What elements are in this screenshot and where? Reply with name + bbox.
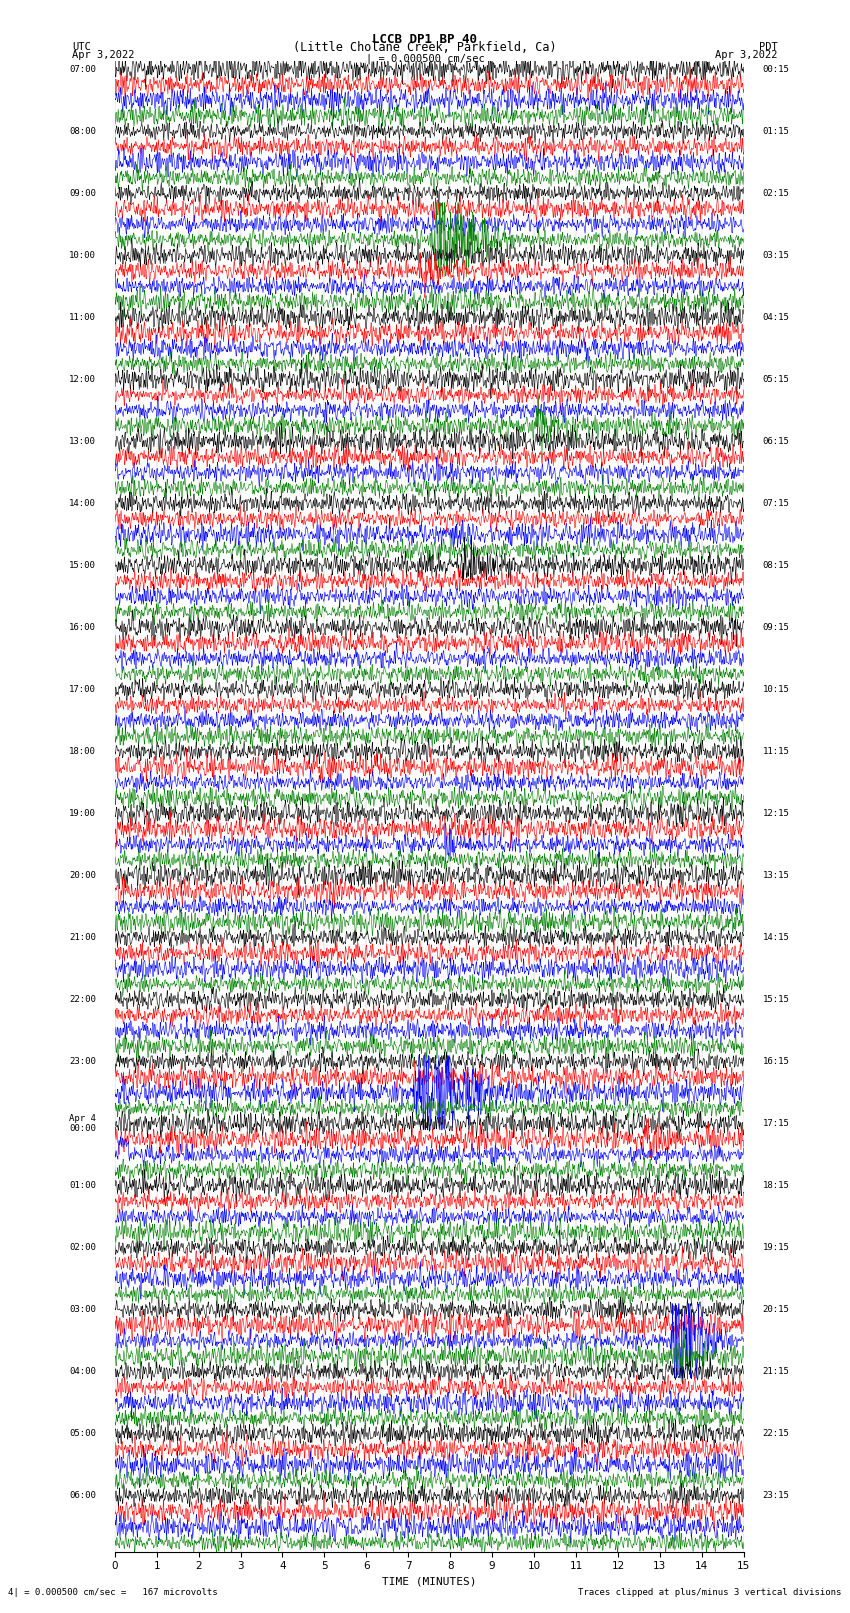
Text: | = 0.000500 cm/sec: | = 0.000500 cm/sec <box>366 53 484 65</box>
Text: 04:15: 04:15 <box>762 313 790 321</box>
Text: 13:00: 13:00 <box>69 437 96 445</box>
Text: 08:15: 08:15 <box>762 561 790 569</box>
Text: 16:00: 16:00 <box>69 623 96 632</box>
Text: 05:15: 05:15 <box>762 374 790 384</box>
Text: 11:00: 11:00 <box>69 313 96 321</box>
Text: 02:00: 02:00 <box>69 1244 96 1252</box>
Text: 05:00: 05:00 <box>69 1429 96 1439</box>
Text: 06:00: 06:00 <box>69 1492 96 1500</box>
Text: 4| = 0.000500 cm/sec =   167 microvolts: 4| = 0.000500 cm/sec = 167 microvolts <box>8 1587 218 1597</box>
Text: 10:15: 10:15 <box>762 686 790 694</box>
Text: 06:15: 06:15 <box>762 437 790 445</box>
Text: UTC: UTC <box>72 42 91 52</box>
Text: 13:15: 13:15 <box>762 871 790 881</box>
Text: 14:15: 14:15 <box>762 932 790 942</box>
Text: 23:00: 23:00 <box>69 1057 96 1066</box>
Text: 21:00: 21:00 <box>69 932 96 942</box>
Text: (Little Cholane Creek, Parkfield, Ca): (Little Cholane Creek, Parkfield, Ca) <box>293 40 557 55</box>
Text: 00:15: 00:15 <box>762 65 790 74</box>
Text: 12:15: 12:15 <box>762 810 790 818</box>
X-axis label: TIME (MINUTES): TIME (MINUTES) <box>382 1578 477 1587</box>
Text: 01:00: 01:00 <box>69 1181 96 1190</box>
Text: 09:15: 09:15 <box>762 623 790 632</box>
Text: PDT: PDT <box>759 42 778 52</box>
Text: 18:00: 18:00 <box>69 747 96 756</box>
Text: 17:00: 17:00 <box>69 686 96 694</box>
Text: 11:15: 11:15 <box>762 747 790 756</box>
Text: 16:15: 16:15 <box>762 1057 790 1066</box>
Text: Apr 3,2022: Apr 3,2022 <box>72 50 135 60</box>
Text: 15:15: 15:15 <box>762 995 790 1003</box>
Text: 08:00: 08:00 <box>69 126 96 135</box>
Text: 07:15: 07:15 <box>762 498 790 508</box>
Text: 12:00: 12:00 <box>69 374 96 384</box>
Text: 20:00: 20:00 <box>69 871 96 881</box>
Text: 19:00: 19:00 <box>69 810 96 818</box>
Text: 04:00: 04:00 <box>69 1368 96 1376</box>
Text: 15:00: 15:00 <box>69 561 96 569</box>
Text: 22:15: 22:15 <box>762 1429 790 1439</box>
Text: LCCB DP1 BP 40: LCCB DP1 BP 40 <box>372 32 478 47</box>
Text: 09:00: 09:00 <box>69 189 96 198</box>
Text: 03:15: 03:15 <box>762 250 790 260</box>
Text: 02:15: 02:15 <box>762 189 790 198</box>
Text: Traces clipped at plus/minus 3 vertical divisions: Traces clipped at plus/minus 3 vertical … <box>578 1587 842 1597</box>
Text: 10:00: 10:00 <box>69 250 96 260</box>
Text: 19:15: 19:15 <box>762 1244 790 1252</box>
Text: 18:15: 18:15 <box>762 1181 790 1190</box>
Text: 14:00: 14:00 <box>69 498 96 508</box>
Text: 07:00: 07:00 <box>69 65 96 74</box>
Text: 23:15: 23:15 <box>762 1492 790 1500</box>
Text: 22:00: 22:00 <box>69 995 96 1003</box>
Text: 01:15: 01:15 <box>762 126 790 135</box>
Text: 20:15: 20:15 <box>762 1305 790 1315</box>
Text: Apr 4
00:00: Apr 4 00:00 <box>69 1115 96 1134</box>
Text: 17:15: 17:15 <box>762 1119 790 1127</box>
Text: Apr 3,2022: Apr 3,2022 <box>715 50 778 60</box>
Text: 21:15: 21:15 <box>762 1368 790 1376</box>
Text: 03:00: 03:00 <box>69 1305 96 1315</box>
